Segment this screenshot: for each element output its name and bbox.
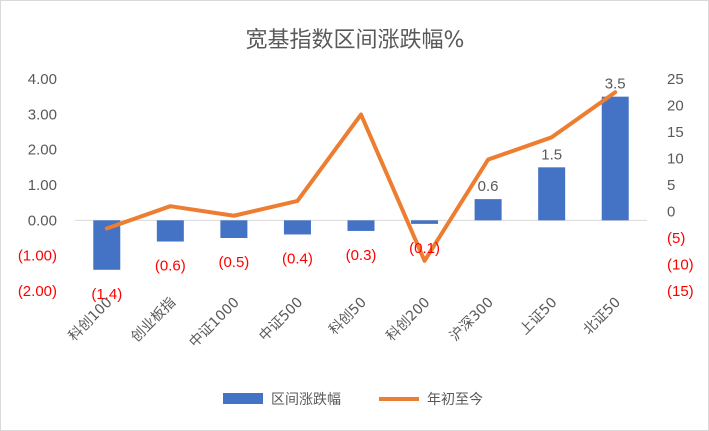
- right-axis-tick-label: 25: [667, 71, 684, 88]
- right-axis-tick-label: 15: [667, 124, 684, 141]
- bar-沪深300: [474, 199, 502, 221]
- bar-data-label: (1.4): [91, 286, 122, 303]
- left-axis-tick-label: (1.00): [18, 248, 57, 265]
- legend-label-bar: 区间涨跌幅: [271, 392, 341, 408]
- bar-科创200: [411, 220, 439, 224]
- category-label: 沪深300: [447, 295, 497, 345]
- bar-上证50: [538, 167, 566, 221]
- bar-data-label: (0.6): [155, 258, 186, 275]
- category-axis-labels: 科创100 创业板指 中证1000 中证500 科创50 科创200 沪深300 上证50 北证…: [66, 295, 624, 351]
- right-axis-tick-label: (5): [667, 230, 685, 247]
- chart-title: 宽基指数区间涨跌幅%: [246, 28, 465, 53]
- left-axis-tick-label: 0.00: [28, 212, 57, 229]
- left-axis-tick-label: 3.00: [28, 106, 57, 123]
- bar-data-label: 0.6: [478, 178, 499, 195]
- bar-data-label: 3.5: [605, 76, 626, 93]
- bar-data-label: 1.5: [541, 146, 562, 163]
- line-年初至今: [104, 90, 618, 263]
- right-axis: 25 20 15 10 5 0 (5) (10) (15): [667, 71, 694, 300]
- category-label: 北证50: [580, 295, 624, 339]
- line-series: [104, 90, 618, 263]
- right-axis-tick-label: 10: [667, 151, 684, 168]
- bar-data-label: (0.3): [346, 247, 377, 264]
- right-axis-tick-label: 0: [667, 204, 675, 221]
- bar-中证500: [283, 220, 311, 235]
- legend-label-line: 年初至今: [427, 391, 483, 408]
- bar-科创50: [347, 220, 375, 231]
- legend-swatch-bar: [223, 393, 263, 404]
- category-label: 中证500: [256, 295, 306, 345]
- left-axis: 4.00 3.00 2.00 1.00 0.00 (1.00) (2.00): [18, 71, 57, 300]
- category-label: 创业板指: [128, 295, 179, 346]
- bar-series: [93, 96, 629, 270]
- category-label: 科创50: [326, 295, 370, 339]
- right-axis-tick-label: 5: [667, 177, 675, 194]
- bar-中证1000: [220, 220, 248, 238]
- category-label: 科创200: [383, 295, 433, 345]
- bar-北证50: [601, 96, 629, 221]
- right-axis-tick-label: (15): [667, 283, 694, 300]
- left-axis-tick-label: (2.00): [18, 283, 57, 300]
- bar-data-label: (0.4): [282, 250, 313, 267]
- bar-data-label: (0.5): [218, 254, 249, 271]
- bar-data-label: (0.1): [409, 240, 440, 257]
- bar-data-labels: (1.4) (0.6) (0.5) (0.4) (0.3) (0.1) 0.6 1.5 3.5: [91, 76, 625, 303]
- left-axis-tick-label: 1.00: [28, 177, 57, 194]
- bar-创业板指: [156, 220, 184, 242]
- left-axis-tick-label: 2.00: [28, 142, 57, 159]
- right-axis-tick-label: 20: [667, 98, 684, 115]
- legend: 区间涨跌幅 年初至今: [223, 391, 483, 408]
- category-label: 上证50: [517, 295, 561, 339]
- category-label: 中证1000: [186, 295, 242, 351]
- right-axis-tick-label: (10): [667, 257, 694, 274]
- left-axis-tick-label: 4.00: [28, 71, 57, 88]
